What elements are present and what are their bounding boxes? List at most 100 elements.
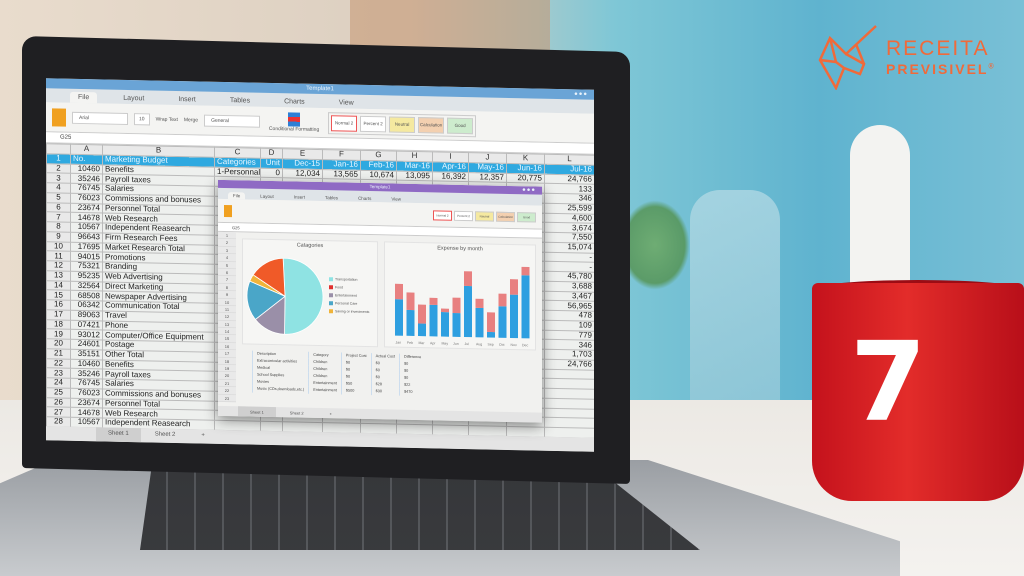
inner-paste-icon[interactable] [224,204,232,217]
column-header[interactable]: D [260,148,283,159]
tab-tables[interactable]: Tables [229,97,251,105]
window-controls-icon[interactable]: ●●● [574,91,588,98]
row-number[interactable]: 27 [46,407,71,418]
row-number[interactable]: 22 [46,358,71,369]
row-number[interactable]: 5 [46,192,71,203]
bar-blue[interactable] [498,306,507,338]
bar-red[interactable] [418,304,426,324]
bar-blue[interactable] [452,312,461,337]
row-number[interactable]: 3 [46,173,71,184]
bar-red[interactable] [452,297,461,314]
bar-red[interactable] [464,271,472,287]
row-number[interactable]: 20 [46,338,71,350]
cell[interactable]: 0 [260,167,283,178]
style-normal-2[interactable]: Normal 2 [433,209,452,221]
tab-insert[interactable]: Insert [178,96,196,104]
tab-file[interactable]: File [70,91,98,104]
tab-charts[interactable]: Charts [284,98,305,106]
header-cell[interactable]: No. [70,154,103,165]
style-calculation[interactable]: Calculation [496,211,515,222]
row-number[interactable]: 17 [46,309,71,320]
font-size-select[interactable]: 10 [134,112,150,125]
row-number[interactable]: 19 [46,329,71,340]
row-number[interactable]: 24 [46,377,71,389]
bar-red[interactable] [395,283,403,300]
pie-chart[interactable]: Catagories Transportation Food Entertainme… [242,238,378,348]
bar-blue[interactable] [406,309,415,336]
row-number[interactable]: 7 [46,212,71,223]
sheet-tab[interactable]: Sheet 1 [238,406,276,418]
bar-chart[interactable]: Expense by month Jan Feb Mar Apr May Jun Jul Au… [384,241,536,351]
row-number[interactable]: 16 [46,299,71,311]
bar-red[interactable] [521,266,530,276]
bar-blue[interactable] [521,275,530,339]
row-number[interactable]: 12 [46,260,71,272]
sheet-tab[interactable]: Sheet 2 [289,410,304,416]
corner-cell[interactable] [46,143,71,155]
bar-blue[interactable] [429,304,438,337]
tab-charts[interactable]: Charts [358,195,372,202]
cell[interactable]: Entertainment [308,386,342,395]
row-number[interactable]: 4 [46,182,71,194]
bar-blue[interactable] [395,299,403,336]
bar-red[interactable] [498,293,507,307]
pie-slice[interactable] [282,257,324,335]
bar-red[interactable] [487,312,495,333]
style-percent-2[interactable]: Percent 2 [454,210,473,221]
tab-insert[interactable]: Insert [293,194,306,200]
row-number[interactable]: 25 [46,387,71,398]
sheet-tab[interactable]: Sheet 1 [96,427,141,443]
tab-view[interactable]: View [338,99,354,107]
merge-button[interactable]: Merge [183,116,199,123]
bar-blue[interactable] [510,294,518,339]
bar-blue[interactable] [487,331,495,338]
add-sheet-button[interactable]: + [329,411,332,417]
inner-row-number[interactable]: 23 [218,394,236,403]
cell[interactable]: $470 [399,388,426,397]
row-number[interactable]: 11 [46,251,71,262]
bar-blue[interactable] [441,312,449,337]
cell[interactable]: Music (CDs,downloads,etc.) [252,385,309,394]
pie-slice[interactable] [252,257,286,298]
row-number[interactable]: 14 [46,280,71,291]
tab-tables[interactable]: Tables [325,195,339,201]
cell[interactable]: $30 [371,387,400,396]
bar-blue[interactable] [475,307,484,338]
cell[interactable]: $500 [341,387,372,395]
row-number[interactable]: 21 [46,348,71,359]
row-number[interactable]: 15 [46,290,71,301]
style-neutral[interactable]: Neutral [475,210,494,222]
row-number[interactable]: 1 [46,153,71,164]
bar-blue[interactable] [418,323,426,337]
row-number[interactable]: 10 [46,241,71,252]
row-number[interactable]: 8 [46,221,71,233]
row-number[interactable]: 6 [46,202,71,213]
row-number[interactable]: 13 [46,270,71,281]
tab-layout[interactable]: Layout [123,94,145,103]
paste-icon[interactable] [52,107,66,127]
tab-layout[interactable]: Layout [260,193,274,200]
bar-red[interactable] [441,308,449,313]
style-good[interactable]: Good [517,211,536,223]
row-number[interactable]: 9 [46,231,71,242]
style-normal-2[interactable]: Normal 2 [331,114,358,132]
add-sheet-button[interactable]: + [201,432,205,439]
tab-view[interactable]: View [391,196,402,202]
row-number[interactable]: 18 [46,319,71,330]
font-select[interactable]: Arial [72,111,128,125]
style-calculation[interactable]: Calculation [418,116,445,134]
bar-blue[interactable] [464,285,472,338]
style-percent-2[interactable]: Percent 2 [360,115,387,132]
inner-window-controls-icon[interactable]: ●●● [522,187,536,194]
row-number[interactable]: 26 [46,397,71,408]
style-good[interactable]: Good [447,117,474,134]
conditional-formatting-button[interactable]: Conditional Formatting [266,111,322,132]
bar-red[interactable] [475,298,484,309]
number-format-select[interactable]: General [204,114,261,128]
bar-red[interactable] [429,297,438,305]
wrap-text-button[interactable]: Wrap Text [155,116,178,123]
row-number[interactable]: 2 [46,163,71,174]
header-cell[interactable]: Unit [260,158,283,169]
tab-file[interactable]: File [228,192,246,200]
sheet-tab[interactable]: Sheet 2 [154,431,176,438]
